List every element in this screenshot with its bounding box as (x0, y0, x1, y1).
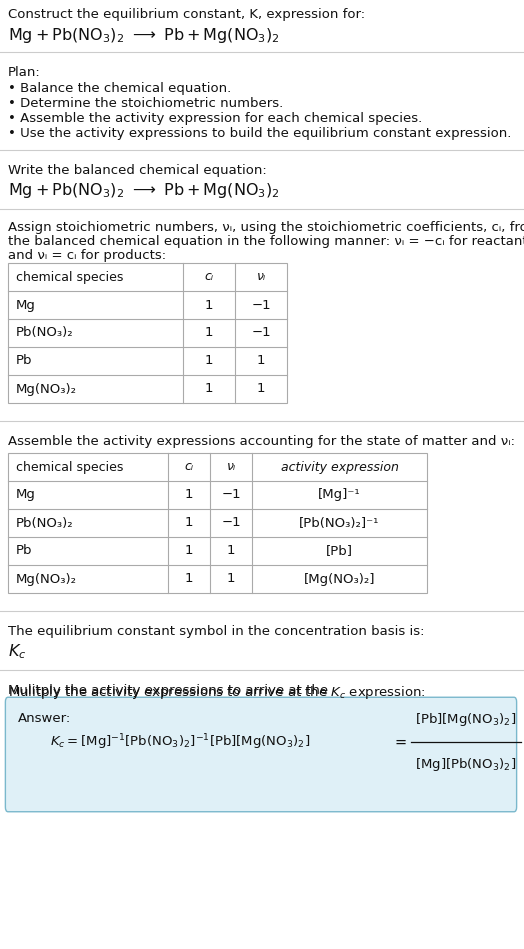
Text: 1: 1 (205, 326, 213, 340)
Text: $K_c$: $K_c$ (8, 642, 26, 661)
Text: Write the balanced chemical equation:: Write the balanced chemical equation: (8, 164, 267, 177)
Text: =: = (395, 735, 407, 750)
Text: $[\mathrm{Mg}][\mathrm{Pb(NO_3)_2}]$: $[\mathrm{Mg}][\mathrm{Pb(NO_3)_2}]$ (416, 756, 517, 773)
Text: Pb: Pb (16, 355, 32, 367)
Text: Assign stoichiometric numbers, νᵢ, using the stoichiometric coefficients, cᵢ, fr: Assign stoichiometric numbers, νᵢ, using… (8, 221, 524, 234)
Text: • Use the activity expressions to build the equilibrium constant expression.: • Use the activity expressions to build … (8, 127, 511, 140)
Text: −1: −1 (251, 299, 271, 311)
Text: Assemble the activity expressions accounting for the state of matter and νᵢ:: Assemble the activity expressions accoun… (8, 435, 515, 448)
Text: −1: −1 (221, 516, 241, 530)
Text: $K_c = [\mathrm{Mg}]^{-1}[\mathrm{Pb(NO_3)_2}]^{-1}[\mathrm{Pb}][\mathrm{Mg(NO_3: $K_c = [\mathrm{Mg}]^{-1}[\mathrm{Pb(NO_… (50, 733, 310, 752)
Text: 1: 1 (185, 516, 193, 530)
Text: • Assemble the activity expression for each chemical species.: • Assemble the activity expression for e… (8, 112, 422, 125)
Text: 1: 1 (185, 572, 193, 586)
Text: 1: 1 (205, 355, 213, 367)
FancyBboxPatch shape (5, 698, 517, 811)
Text: Pb: Pb (16, 545, 32, 557)
Text: [Mg(NO₃)₂]: [Mg(NO₃)₂] (304, 572, 375, 586)
Text: Construct the equilibrium constant, K, expression for:: Construct the equilibrium constant, K, e… (8, 8, 365, 21)
Text: Mg: Mg (16, 489, 36, 501)
Bar (8, 263, 287, 403)
Text: activity expression: activity expression (280, 460, 398, 474)
Text: 1: 1 (185, 545, 193, 557)
Text: Mulitply the activity expressions to arrive at the $K_c$ expression:: Mulitply the activity expressions to arr… (8, 684, 426, 701)
Text: chemical species: chemical species (16, 270, 123, 284)
Text: the balanced chemical equation in the following manner: νᵢ = −cᵢ for reactants: the balanced chemical equation in the fo… (8, 235, 524, 248)
Text: Mg(NO₃)₂: Mg(NO₃)₂ (16, 382, 77, 396)
Text: [Pb(NO₃)₂]⁻¹: [Pb(NO₃)₂]⁻¹ (299, 516, 380, 530)
Text: • Balance the chemical equation.: • Balance the chemical equation. (8, 82, 231, 95)
Text: cᵢ: cᵢ (204, 270, 214, 284)
Text: 1: 1 (205, 299, 213, 311)
Text: 1: 1 (205, 382, 213, 396)
Text: $\mathrm{Mg + Pb(NO_3)_2}\ \longrightarrow\ \mathrm{Pb + Mg(NO_3)_2}$: $\mathrm{Mg + Pb(NO_3)_2}\ \longrightarr… (8, 26, 280, 45)
Text: Pb(NO₃)₂: Pb(NO₃)₂ (16, 516, 74, 530)
Text: 1: 1 (227, 545, 235, 557)
Text: • Determine the stoichiometric numbers.: • Determine the stoichiometric numbers. (8, 97, 283, 110)
Text: [Pb]: [Pb] (326, 545, 353, 557)
Text: $\mathrm{Mg + Pb(NO_3)_2}\ \longrightarrow\ \mathrm{Pb + Mg(NO_3)_2}$: $\mathrm{Mg + Pb(NO_3)_2}\ \longrightarr… (8, 181, 280, 200)
Text: The equilibrium constant symbol in the concentration basis is:: The equilibrium constant symbol in the c… (8, 625, 424, 638)
Text: Mulitply the activity expressions to arrive at the: Mulitply the activity expressions to arr… (8, 684, 332, 697)
Text: −1: −1 (251, 326, 271, 340)
Text: $[\mathrm{Pb}][\mathrm{Mg(NO_3)_2}]$: $[\mathrm{Pb}][\mathrm{Mg(NO_3)_2}]$ (416, 711, 517, 728)
Text: Mg: Mg (16, 299, 36, 311)
Text: 1: 1 (257, 382, 265, 396)
Text: −1: −1 (221, 489, 241, 501)
Text: Pb(NO₃)₂: Pb(NO₃)₂ (16, 326, 74, 340)
Text: Mg(NO₃)₂: Mg(NO₃)₂ (16, 572, 77, 586)
Text: 1: 1 (227, 572, 235, 586)
Text: 1: 1 (185, 489, 193, 501)
Text: Plan:: Plan: (8, 66, 41, 79)
Bar (8, 453, 427, 593)
Text: chemical species: chemical species (16, 460, 123, 474)
Text: 1: 1 (257, 355, 265, 367)
Text: cᵢ: cᵢ (184, 460, 193, 474)
Text: and νᵢ = cᵢ for products:: and νᵢ = cᵢ for products: (8, 249, 166, 262)
Text: Answer:: Answer: (18, 712, 71, 725)
Text: νᵢ: νᵢ (226, 460, 236, 474)
Text: νᵢ: νᵢ (256, 270, 266, 284)
Text: [Mg]⁻¹: [Mg]⁻¹ (318, 489, 361, 501)
